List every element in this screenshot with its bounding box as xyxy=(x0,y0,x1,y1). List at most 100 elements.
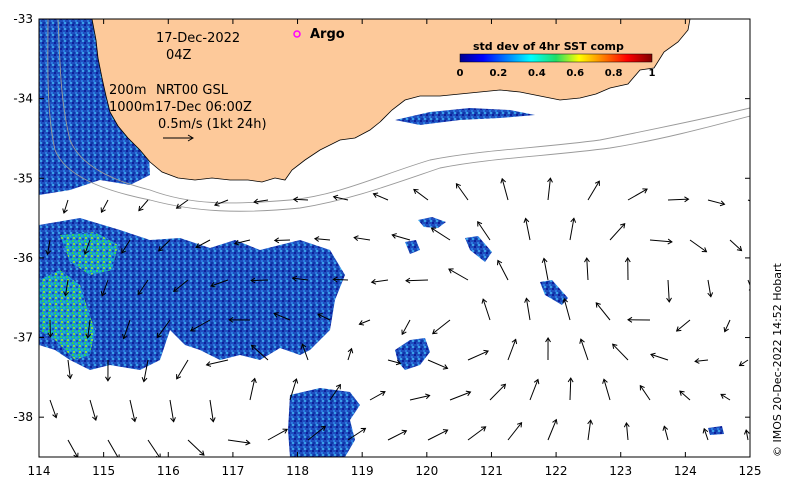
current-arrowhead xyxy=(405,277,411,284)
current-arrowhead xyxy=(679,390,685,396)
colorbar-ticks: 0 0.2 0.4 0.6 0.8 1 xyxy=(457,68,656,79)
current-arrow xyxy=(101,279,109,296)
colorbar-tick-label: 0.2 xyxy=(490,68,508,79)
current-arrowhead xyxy=(273,237,280,244)
current-arrow xyxy=(314,238,331,241)
current-arrowhead xyxy=(639,384,645,391)
current-arrowhead xyxy=(291,275,298,282)
current-arrow xyxy=(359,319,371,325)
current-arrowhead xyxy=(465,390,472,397)
current-arrowhead xyxy=(195,243,201,249)
current-arrowhead xyxy=(391,233,397,239)
current-arrowhead xyxy=(320,425,327,431)
current-arrow xyxy=(547,419,557,441)
current-arrowhead xyxy=(52,412,58,419)
current-arrow xyxy=(482,298,491,321)
current-arrow xyxy=(354,237,371,241)
sst-patch-east-1 xyxy=(395,338,430,370)
current-arrowhead xyxy=(347,347,354,354)
current-arrow xyxy=(501,178,509,201)
colorbar-title: std dev of 4hr SST comp xyxy=(473,40,624,53)
current-arrow xyxy=(317,313,331,321)
sst-patch-small-2 xyxy=(405,240,420,254)
product-time-label: 17-Dec 06:00Z xyxy=(155,100,252,115)
current-arrow xyxy=(703,428,709,441)
x-tick-label: 114 xyxy=(28,464,51,478)
current-arrowhead xyxy=(675,326,682,332)
y-tick-label: -38 xyxy=(13,410,33,424)
current-arrow xyxy=(267,428,288,441)
current-arrow xyxy=(67,359,71,379)
current-arrowhead xyxy=(442,429,449,435)
current-arrow xyxy=(209,399,214,422)
current-arrow xyxy=(347,348,353,361)
current-arrowhead xyxy=(620,222,626,229)
current-arrowhead xyxy=(395,359,402,366)
current-arrow xyxy=(84,239,91,255)
colorbar xyxy=(459,53,653,63)
current-arrow xyxy=(650,353,669,361)
colorbar-tick-label: 0 xyxy=(457,68,464,79)
current-arrow xyxy=(449,391,471,401)
current-arrow xyxy=(169,399,175,422)
current-arrow xyxy=(401,319,411,335)
current-arrowhead xyxy=(562,297,568,304)
current-arrowhead xyxy=(442,364,449,370)
x-tick-label: 124 xyxy=(674,464,697,478)
current-arrow xyxy=(587,420,592,441)
current-arrow xyxy=(101,199,109,213)
sst-patch-small-3 xyxy=(708,426,724,435)
current-arrowhead xyxy=(579,338,585,344)
isobath-200m xyxy=(57,19,750,204)
current-arrow xyxy=(195,239,211,248)
current-arrow xyxy=(176,199,189,209)
current-arrow xyxy=(137,279,149,295)
current-arrow xyxy=(569,377,572,401)
current-arrow xyxy=(625,422,629,441)
sst-patch-south-west xyxy=(39,218,345,370)
current-arrowhead xyxy=(209,417,216,423)
colorbar-tick-label: 0.8 xyxy=(605,68,623,79)
current-arrowhead xyxy=(360,427,367,433)
current-arrowhead xyxy=(313,236,320,242)
colorbar-tick-label: 0.4 xyxy=(528,68,546,79)
current-arrowhead xyxy=(667,238,673,245)
current-arrowhead xyxy=(332,276,338,283)
current-arrow xyxy=(432,319,451,335)
y-tick-label: -37 xyxy=(13,331,33,345)
argo-marker-icon xyxy=(293,30,301,38)
current-arrowhead xyxy=(541,257,548,263)
current-arrowhead xyxy=(483,349,489,356)
current-arrowhead xyxy=(477,220,483,227)
sst-patch-high-variance xyxy=(39,270,95,360)
isobath-1000m xyxy=(47,19,750,212)
current-arrowhead xyxy=(300,343,307,349)
current-arrowhead xyxy=(45,249,52,256)
sst-patch-east-2 xyxy=(465,236,492,262)
current-arrow xyxy=(679,390,691,401)
current-arrowhead xyxy=(623,422,630,428)
current-arrow xyxy=(580,339,589,361)
current-arrowhead xyxy=(73,452,79,457)
x-axis-ticks: 114 115 116 117 118 119 120 121 122 123 124 125 xyxy=(28,19,762,478)
current-arrowhead xyxy=(694,358,700,364)
current-arrowhead xyxy=(157,246,164,252)
current-arrowhead xyxy=(511,338,518,345)
current-arrow xyxy=(409,395,430,401)
current-arrow xyxy=(173,279,189,292)
current-arrow xyxy=(206,359,229,366)
current-arrowhead xyxy=(684,196,690,203)
current-arrow xyxy=(190,319,211,332)
current-arrowhead xyxy=(448,268,454,274)
sst-data-layer xyxy=(39,19,724,457)
current-arrow xyxy=(373,193,389,201)
y-tick-label: -34 xyxy=(13,92,33,106)
colorbar-tick-label: 1 xyxy=(649,68,656,79)
current-arrowhead xyxy=(205,361,212,367)
current-arrow xyxy=(392,234,411,241)
current-arrowhead xyxy=(176,374,182,380)
x-tick-label: 125 xyxy=(739,464,762,478)
current-arrowhead xyxy=(85,333,92,339)
current-arrowhead xyxy=(250,344,257,351)
